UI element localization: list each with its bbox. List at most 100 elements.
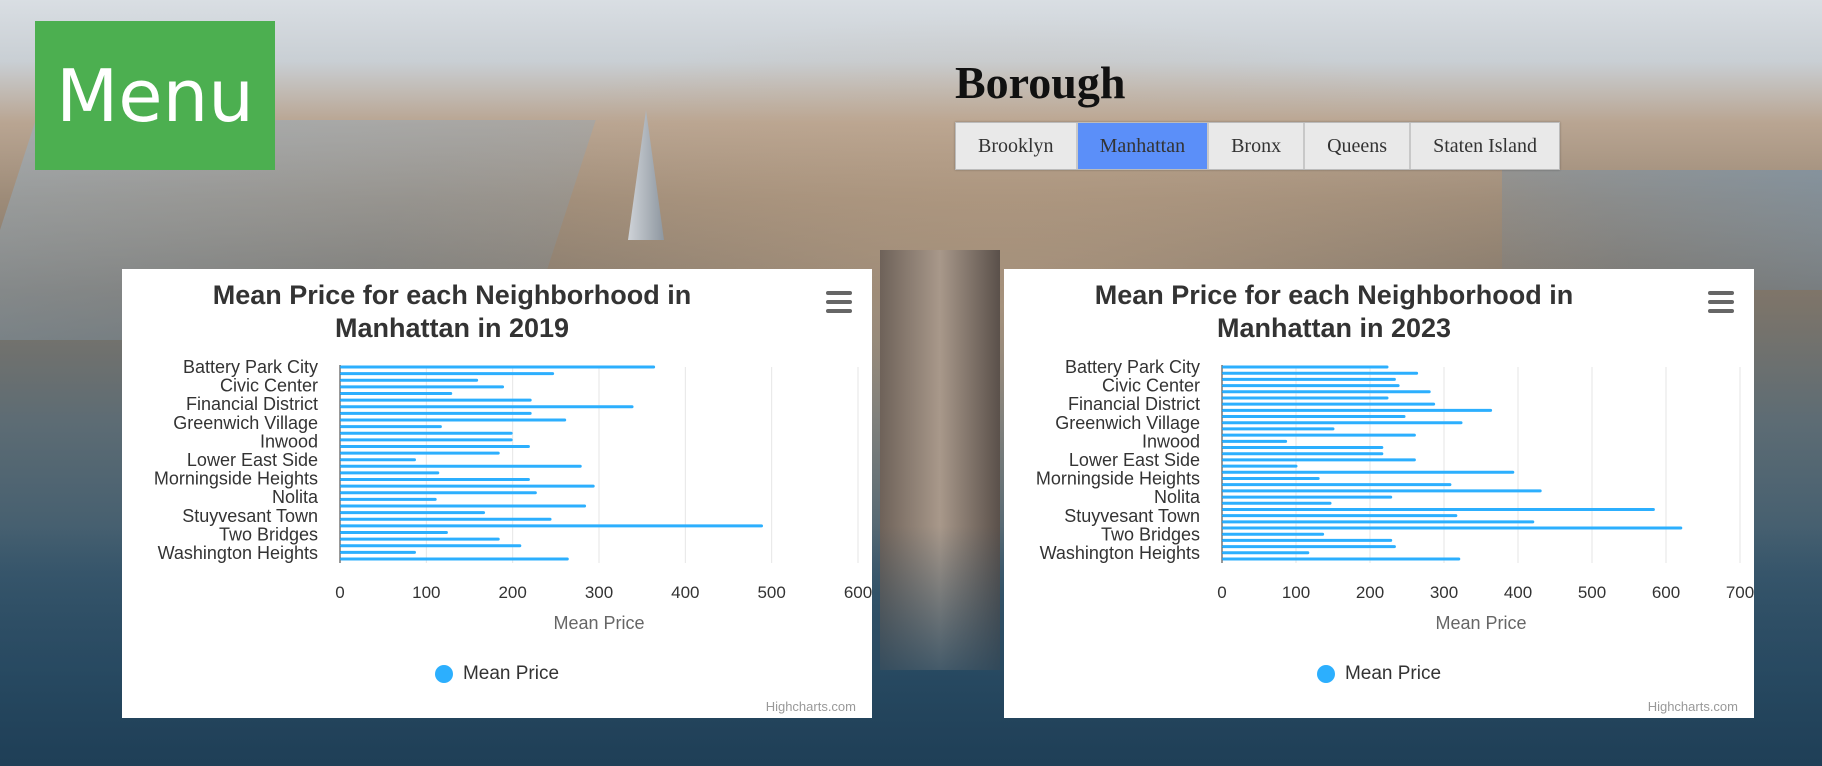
bar[interactable] (1222, 520, 1535, 524)
chart-credits[interactable]: Highcharts.com (765, 699, 856, 714)
bar-chart-2019: 0 100 200 300 400 500 600 Battery Park CityCivi… (154, 357, 872, 633)
bar[interactable] (1222, 384, 1400, 388)
borough-title: Borough (955, 57, 1126, 108)
bar[interactable] (340, 431, 513, 435)
tick-label: 200 (498, 583, 526, 602)
bar[interactable] (340, 444, 530, 448)
bar[interactable] (340, 411, 532, 415)
tick-label: 300 (1430, 583, 1458, 602)
bar[interactable] (1222, 532, 1325, 536)
category-label: Washington Heights (158, 543, 318, 563)
bar[interactable] (1222, 446, 1384, 450)
chart-title: Mean Price for each Neighborhood in Manh… (1094, 280, 1574, 343)
bar[interactable] (340, 391, 453, 395)
legend-label: Mean Price (1344, 663, 1442, 684)
bar[interactable] (340, 425, 442, 429)
bar[interactable] (1222, 452, 1384, 456)
category-label: Nolita (1154, 487, 1201, 507)
bar[interactable] (340, 372, 555, 376)
bar[interactable] (340, 537, 500, 541)
bar[interactable] (1222, 408, 1493, 412)
tab-bronx[interactable]: Bronx (1209, 123, 1306, 169)
bar[interactable] (1222, 365, 1389, 369)
bar[interactable] (340, 517, 552, 521)
bar[interactable] (1222, 415, 1406, 419)
bar[interactable] (1222, 538, 1393, 542)
bar[interactable] (340, 504, 587, 508)
bar[interactable] (340, 550, 416, 554)
bar[interactable] (1222, 495, 1393, 499)
legend-label: Mean Price (462, 663, 560, 684)
bar[interactable] (1222, 526, 1683, 530)
bar[interactable] (340, 484, 595, 488)
bar[interactable] (340, 458, 416, 462)
bar[interactable] (1222, 489, 1542, 493)
axis-title: Mean Price (553, 613, 644, 633)
category-label: Financial District (1068, 394, 1200, 414)
bar[interactable] (1222, 421, 1463, 425)
tab-brooklyn[interactable]: Brooklyn (956, 123, 1078, 169)
bar[interactable] (1222, 470, 1515, 474)
bar[interactable] (1222, 402, 1436, 406)
bar[interactable] (1222, 483, 1452, 487)
bar[interactable] (1222, 427, 1335, 431)
bar[interactable] (1222, 476, 1320, 480)
category-label: Civic Center (1102, 376, 1200, 396)
bar[interactable] (340, 557, 569, 561)
bar[interactable] (1222, 514, 1458, 518)
bar[interactable] (340, 544, 522, 548)
bar[interactable] (1222, 458, 1416, 462)
bar[interactable] (340, 491, 537, 495)
bar[interactable] (340, 365, 656, 369)
bar[interactable] (340, 418, 567, 422)
legend-marker (1316, 665, 1335, 683)
chart-legend[interactable]: Mean Price (122, 663, 872, 685)
tab-staten-island[interactable]: Staten Island (1411, 123, 1559, 169)
chart-legend[interactable]: Mean Price (1004, 663, 1754, 685)
chart-title: Mean Price for each Neighborhood in Manh… (212, 280, 692, 343)
category-label: Stuyvesant Town (1064, 506, 1200, 526)
bar[interactable] (1222, 507, 1655, 511)
category-label: Financial District (186, 394, 318, 414)
bar[interactable] (1222, 377, 1396, 381)
menu-button[interactable]: Menu (35, 21, 275, 170)
bar[interactable] (340, 405, 634, 409)
bar[interactable] (340, 478, 530, 482)
bar[interactable] (1222, 545, 1396, 549)
bar[interactable] (1222, 390, 1431, 394)
bar[interactable] (1222, 501, 1332, 505)
tab-queens[interactable]: Queens (1305, 123, 1412, 169)
hamburger-icon[interactable] (1708, 291, 1734, 313)
bar[interactable] (340, 471, 440, 475)
bar[interactable] (340, 511, 486, 515)
bar[interactable] (1222, 551, 1310, 555)
bar[interactable] (340, 524, 764, 528)
bar[interactable] (1222, 439, 1288, 443)
bar[interactable] (340, 464, 582, 468)
category-label: Battery Park City (183, 357, 318, 377)
bar[interactable] (340, 531, 448, 535)
bar[interactable] (340, 398, 532, 402)
bar[interactable] (340, 385, 505, 389)
bar[interactable] (1222, 396, 1389, 400)
tick-label: 700 (1726, 583, 1754, 602)
category-label: Lower East Side (1069, 450, 1200, 470)
bar[interactable] (340, 438, 513, 442)
chart-credits[interactable]: Highcharts.com (1647, 699, 1738, 714)
tab-manhattan[interactable]: Manhattan (1077, 123, 1210, 169)
bar[interactable] (340, 378, 479, 382)
tick-label: 100 (1282, 583, 1310, 602)
bar[interactable] (1222, 433, 1416, 437)
tick-label: 0 (335, 583, 344, 602)
category-label: Two Bridges (219, 524, 318, 544)
category-label: Greenwich Village (173, 413, 318, 433)
bar[interactable] (1222, 371, 1419, 375)
tick-label: 100 (412, 583, 440, 602)
bar[interactable] (1222, 557, 1461, 561)
hamburger-icon[interactable] (826, 291, 852, 313)
bar[interactable] (1222, 464, 1298, 468)
category-label: Morningside Heights (1036, 469, 1200, 489)
bar[interactable] (340, 451, 500, 455)
legend-marker (434, 665, 453, 683)
bar[interactable] (340, 497, 437, 501)
